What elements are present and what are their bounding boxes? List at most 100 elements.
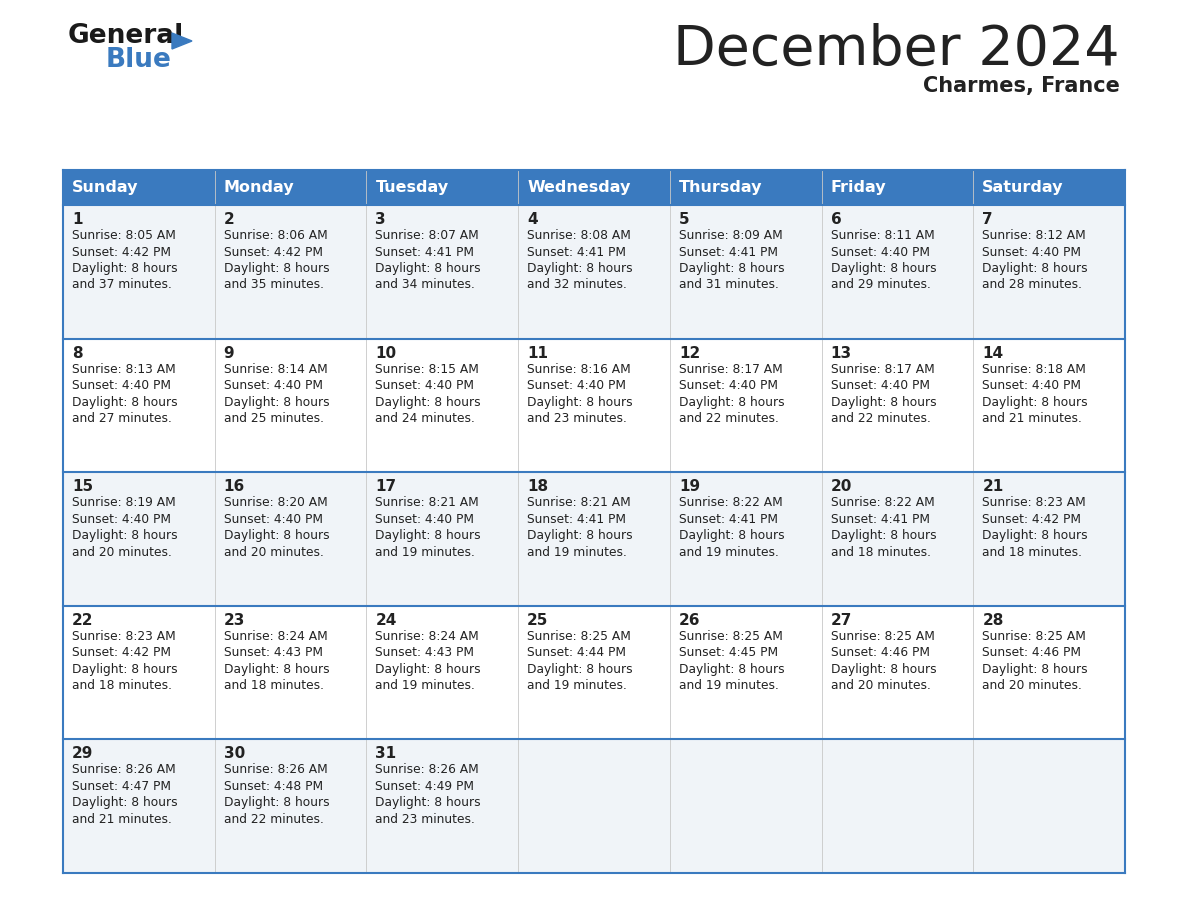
Text: Sunset: 4:40 PM: Sunset: 4:40 PM — [375, 379, 474, 392]
Text: Sunrise: 8:05 AM: Sunrise: 8:05 AM — [72, 229, 176, 242]
Text: Daylight: 8 hours: Daylight: 8 hours — [982, 529, 1088, 543]
Text: 24: 24 — [375, 613, 397, 628]
Text: and 20 minutes.: and 20 minutes. — [72, 545, 172, 559]
Text: 14: 14 — [982, 345, 1004, 361]
Text: Sunset: 4:40 PM: Sunset: 4:40 PM — [678, 379, 778, 392]
Text: 5: 5 — [678, 212, 689, 227]
Text: 12: 12 — [678, 345, 700, 361]
Text: 20: 20 — [830, 479, 852, 494]
Text: 17: 17 — [375, 479, 397, 494]
Text: Daylight: 8 hours: Daylight: 8 hours — [223, 262, 329, 275]
Text: Daylight: 8 hours: Daylight: 8 hours — [830, 396, 936, 409]
Text: Sunset: 4:48 PM: Sunset: 4:48 PM — [223, 780, 323, 793]
Text: Sunset: 4:40 PM: Sunset: 4:40 PM — [830, 245, 929, 259]
Bar — [63, 339, 1125, 472]
Text: 23: 23 — [223, 613, 245, 628]
Text: Daylight: 8 hours: Daylight: 8 hours — [375, 529, 481, 543]
Text: and 18 minutes.: and 18 minutes. — [223, 679, 323, 692]
Text: Daylight: 8 hours: Daylight: 8 hours — [678, 529, 784, 543]
Text: Daylight: 8 hours: Daylight: 8 hours — [527, 262, 633, 275]
Text: 9: 9 — [223, 345, 234, 361]
Text: Sunrise: 8:23 AM: Sunrise: 8:23 AM — [72, 630, 176, 643]
Text: Sunset: 4:43 PM: Sunset: 4:43 PM — [223, 646, 323, 659]
Text: Sunrise: 8:25 AM: Sunrise: 8:25 AM — [982, 630, 1086, 643]
Text: Daylight: 8 hours: Daylight: 8 hours — [72, 529, 178, 543]
Text: Sunrise: 8:22 AM: Sunrise: 8:22 AM — [678, 497, 783, 509]
Text: and 31 minutes.: and 31 minutes. — [678, 278, 778, 292]
Text: Daylight: 8 hours: Daylight: 8 hours — [678, 396, 784, 409]
Text: Blue: Blue — [106, 47, 172, 73]
Text: Daylight: 8 hours: Daylight: 8 hours — [72, 396, 178, 409]
Text: 3: 3 — [375, 212, 386, 227]
Text: Sunrise: 8:23 AM: Sunrise: 8:23 AM — [982, 497, 1086, 509]
Text: Daylight: 8 hours: Daylight: 8 hours — [982, 262, 1088, 275]
Text: and 19 minutes.: and 19 minutes. — [527, 679, 627, 692]
Text: and 18 minutes.: and 18 minutes. — [830, 545, 930, 559]
Bar — [973, 170, 1125, 205]
Text: Daylight: 8 hours: Daylight: 8 hours — [527, 663, 633, 676]
Text: 4: 4 — [527, 212, 538, 227]
Text: Sunrise: 8:26 AM: Sunrise: 8:26 AM — [72, 764, 176, 777]
Text: Charmes, France: Charmes, France — [923, 76, 1120, 96]
Text: 7: 7 — [982, 212, 993, 227]
Text: Sunset: 4:41 PM: Sunset: 4:41 PM — [830, 512, 929, 526]
Text: 6: 6 — [830, 212, 841, 227]
Text: Sunrise: 8:12 AM: Sunrise: 8:12 AM — [982, 229, 1086, 242]
Text: Saturday: Saturday — [982, 180, 1063, 195]
Text: Daylight: 8 hours: Daylight: 8 hours — [72, 262, 178, 275]
Text: Sunrise: 8:21 AM: Sunrise: 8:21 AM — [375, 497, 479, 509]
Text: Sunset: 4:49 PM: Sunset: 4:49 PM — [375, 780, 474, 793]
Text: and 34 minutes.: and 34 minutes. — [375, 278, 475, 292]
Bar — [215, 170, 366, 205]
Polygon shape — [172, 33, 192, 49]
Text: and 20 minutes.: and 20 minutes. — [982, 679, 1082, 692]
Text: and 19 minutes.: and 19 minutes. — [375, 679, 475, 692]
Text: 19: 19 — [678, 479, 700, 494]
Text: 13: 13 — [830, 345, 852, 361]
Text: Sunrise: 8:24 AM: Sunrise: 8:24 AM — [375, 630, 479, 643]
Text: Sunrise: 8:20 AM: Sunrise: 8:20 AM — [223, 497, 328, 509]
Text: and 23 minutes.: and 23 minutes. — [527, 412, 627, 425]
Text: 8: 8 — [72, 345, 83, 361]
Text: Sunset: 4:41 PM: Sunset: 4:41 PM — [527, 245, 626, 259]
Text: 25: 25 — [527, 613, 549, 628]
Bar — [63, 472, 1125, 606]
Text: Sunrise: 8:11 AM: Sunrise: 8:11 AM — [830, 229, 934, 242]
Text: Sunset: 4:46 PM: Sunset: 4:46 PM — [982, 646, 1081, 659]
Text: 29: 29 — [72, 746, 94, 761]
Bar — [63, 205, 1125, 339]
Text: 31: 31 — [375, 746, 397, 761]
Text: Sunrise: 8:25 AM: Sunrise: 8:25 AM — [830, 630, 935, 643]
Text: Sunset: 4:41 PM: Sunset: 4:41 PM — [678, 512, 778, 526]
Text: Monday: Monday — [223, 180, 295, 195]
Text: and 19 minutes.: and 19 minutes. — [678, 545, 778, 559]
Bar — [63, 606, 1125, 739]
Text: Friday: Friday — [830, 180, 886, 195]
Text: Sunrise: 8:14 AM: Sunrise: 8:14 AM — [223, 363, 328, 375]
Text: Sunrise: 8:25 AM: Sunrise: 8:25 AM — [527, 630, 631, 643]
Text: and 21 minutes.: and 21 minutes. — [72, 813, 172, 826]
Text: General: General — [68, 23, 184, 49]
Text: Daylight: 8 hours: Daylight: 8 hours — [678, 262, 784, 275]
Text: Sunset: 4:40 PM: Sunset: 4:40 PM — [982, 245, 1081, 259]
Text: and 32 minutes.: and 32 minutes. — [527, 278, 627, 292]
Text: Sunset: 4:41 PM: Sunset: 4:41 PM — [678, 245, 778, 259]
Text: Sunrise: 8:17 AM: Sunrise: 8:17 AM — [830, 363, 934, 375]
Text: Sunrise: 8:25 AM: Sunrise: 8:25 AM — [678, 630, 783, 643]
Text: 30: 30 — [223, 746, 245, 761]
Text: Sunset: 4:40 PM: Sunset: 4:40 PM — [527, 379, 626, 392]
Text: and 25 minutes.: and 25 minutes. — [223, 412, 323, 425]
Text: 28: 28 — [982, 613, 1004, 628]
Text: Sunset: 4:40 PM: Sunset: 4:40 PM — [72, 512, 171, 526]
Text: Daylight: 8 hours: Daylight: 8 hours — [223, 797, 329, 810]
Text: and 19 minutes.: and 19 minutes. — [678, 679, 778, 692]
Text: Daylight: 8 hours: Daylight: 8 hours — [678, 663, 784, 676]
Text: and 35 minutes.: and 35 minutes. — [223, 278, 323, 292]
Text: Daylight: 8 hours: Daylight: 8 hours — [982, 663, 1088, 676]
Text: Sunrise: 8:13 AM: Sunrise: 8:13 AM — [72, 363, 176, 375]
Text: and 24 minutes.: and 24 minutes. — [375, 412, 475, 425]
Bar — [670, 170, 822, 205]
Text: 21: 21 — [982, 479, 1004, 494]
Text: 10: 10 — [375, 345, 397, 361]
Text: and 18 minutes.: and 18 minutes. — [72, 679, 172, 692]
